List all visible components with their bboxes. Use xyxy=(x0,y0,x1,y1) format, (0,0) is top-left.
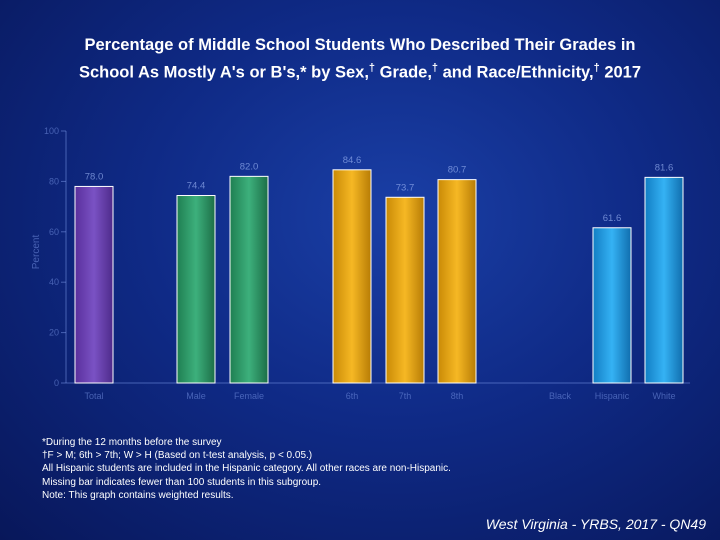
source-label: West Virginia - YRBS, 2017 - QN49 xyxy=(485,516,706,532)
category-label-total: Total xyxy=(84,391,103,401)
value-label-8th: 80.7 xyxy=(448,165,467,176)
y-axis-label: Percent xyxy=(31,235,42,270)
y-tick-label: 80 xyxy=(49,176,59,186)
value-label-6th: 84.6 xyxy=(343,155,362,166)
chart-title-line2: School As Mostly A's or B's,* by Sex,† G… xyxy=(78,62,642,82)
bar-female xyxy=(229,175,269,384)
category-label-hispanic: Hispanic xyxy=(595,391,630,401)
value-label-female: 82.0 xyxy=(240,161,259,172)
footnotes: *During the 12 months before the survey … xyxy=(42,436,682,502)
category-label-black: Black xyxy=(549,391,572,401)
value-label-white: 81.6 xyxy=(655,162,674,173)
bar-male xyxy=(176,195,216,384)
category-label-6th: 6th xyxy=(346,391,359,401)
category-label-female: Female xyxy=(234,391,264,401)
chart-bars: 78.0 Total 74.4 Male 82.0 Female 84.6 6th 73.7 7t… xyxy=(74,155,684,401)
category-label-8th: 8th xyxy=(451,391,464,401)
category-label-7th: 7th xyxy=(399,391,412,401)
bar-hispanic xyxy=(592,227,632,384)
value-label-hispanic: 61.6 xyxy=(603,213,622,224)
bar-7th xyxy=(385,196,425,384)
y-tick-label: 20 xyxy=(49,328,59,338)
chart-title-line1: Percentage of Middle School Students Who… xyxy=(84,36,636,54)
bar-total xyxy=(74,185,114,384)
category-label-male: Male xyxy=(186,391,206,401)
y-tick-label: 40 xyxy=(49,277,59,287)
footnote-3: All Hispanic students are included in th… xyxy=(42,463,451,475)
bar-8th xyxy=(437,179,477,384)
footnote-5: Note: This graph contains weighted resul… xyxy=(42,489,234,501)
y-tick-label: 60 xyxy=(49,227,59,237)
footnote-4: Missing bar indicates fewer than 100 stu… xyxy=(42,476,322,488)
value-label-male: 74.4 xyxy=(187,181,206,192)
y-tick-label: 100 xyxy=(44,126,59,136)
value-label-total: 78.0 xyxy=(85,171,104,182)
value-label-7th: 73.7 xyxy=(396,182,415,193)
bar-6th xyxy=(332,169,372,384)
chart-title: Percentage of Middle School Students Who… xyxy=(20,34,700,85)
footnote-1: *During the 12 months before the survey xyxy=(42,437,222,448)
footnote-2: †F > M; 6th > 7th; W > H (Based on t-tes… xyxy=(42,450,313,462)
bar-white xyxy=(644,176,684,384)
y-tick-label: 0 xyxy=(54,378,59,388)
category-label-white: White xyxy=(652,391,675,401)
chart-axes: 0 20 40 60 80 100 Percent xyxy=(31,126,690,388)
